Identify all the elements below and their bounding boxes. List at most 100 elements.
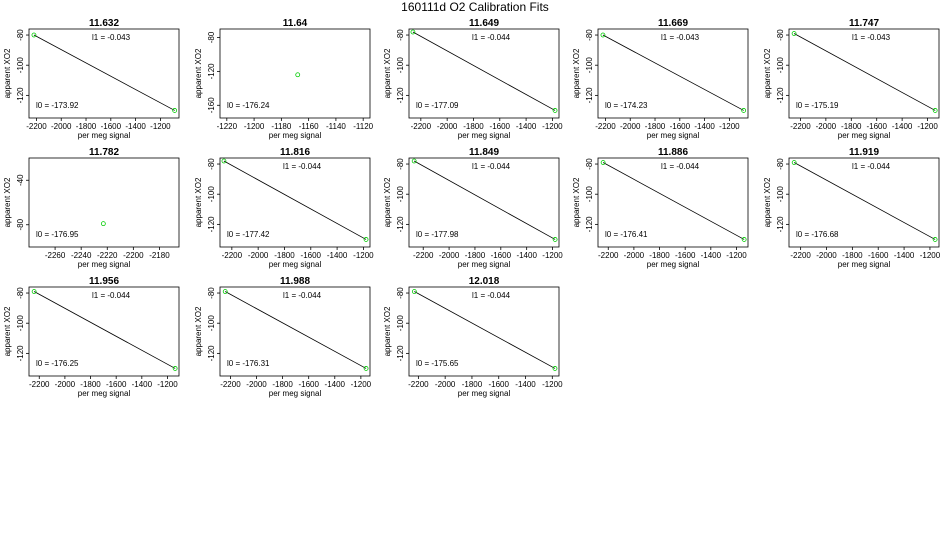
x-axis-label: per meg signal	[647, 260, 700, 269]
x-tick-label: -2200	[220, 380, 241, 389]
slope-annotation: l1 = -0.043	[852, 33, 891, 42]
x-tick-label: -2000	[620, 122, 641, 131]
plot-frame	[408, 286, 560, 377]
panel-9: 11.919 -2200 -2000 -1800 -1600 -1400 -1200 per …	[763, 147, 941, 269]
x-tick-label: -1200	[542, 251, 563, 260]
y-axis-label: apparent XO2	[572, 177, 581, 227]
plot-frame	[408, 28, 560, 119]
x-tick-label: -2000	[55, 380, 76, 389]
x-tick-label: -2200	[411, 122, 432, 131]
y-tick-label: -120	[776, 216, 785, 233]
panel-title: 11.849	[469, 147, 499, 158]
intercept-annotation: l0 = -174.23	[605, 101, 648, 110]
x-tick-label: -1800	[272, 380, 293, 389]
panel-8: 11.886 -2200 -2000 -1800 -1600 -1400 -1200 per …	[572, 147, 749, 269]
y-tick-label: -80	[396, 287, 405, 299]
x-tick-label: -1200	[353, 251, 374, 260]
y-tick-label: -120	[207, 216, 216, 233]
y-tick-label: -80	[585, 158, 594, 170]
y-tick-label: -80	[16, 29, 25, 41]
intercept-annotation: l0 = -173.92	[36, 101, 79, 110]
x-tick-label: -1400	[516, 251, 537, 260]
data-point	[411, 289, 417, 294]
fit-line	[225, 291, 367, 369]
slope-annotation: l1 = -0.044	[472, 33, 511, 42]
slope-annotation: l1 = -0.044	[283, 291, 322, 300]
plot-frame	[219, 157, 371, 248]
x-tick-label: -1200	[244, 122, 265, 131]
x-axis-label: per meg signal	[458, 260, 511, 269]
data-point	[552, 237, 558, 242]
x-tick-label: -1200	[917, 122, 938, 131]
page-title: 160111d O2 Calibration Fits	[401, 0, 549, 14]
x-tick-label: -1400	[894, 251, 915, 260]
panel-title: 11.956	[89, 276, 119, 287]
panel-title: 11.816	[280, 147, 310, 158]
panel-title: 12.018	[469, 276, 500, 287]
x-tick-label: -1200	[150, 122, 171, 131]
slope-annotation: l1 = -0.044	[472, 162, 511, 171]
slope-annotation: l1 = -0.043	[661, 33, 700, 42]
data-point	[31, 289, 37, 294]
fit-line	[412, 31, 556, 111]
panel-6: 11.816 -2200 -2000 -1800 -1600 -1400 -1200 per …	[194, 147, 374, 269]
x-tick-label: -1400	[325, 380, 346, 389]
x-tick-label: -1600	[488, 380, 509, 389]
x-axis-label: per meg signal	[78, 131, 131, 140]
x-tick-label: -1400	[515, 380, 536, 389]
x-tick-label: -1200	[719, 122, 740, 131]
panel-title: 11.782	[89, 147, 119, 158]
y-tick-label: -80	[207, 287, 216, 299]
fit-line	[793, 33, 936, 111]
x-tick-label: -1220	[217, 122, 238, 131]
plot-frame	[597, 28, 749, 119]
x-tick-label: -1600	[101, 122, 122, 131]
fit-line	[33, 34, 175, 111]
y-tick-label: -100	[776, 57, 785, 74]
x-tick-label: -2200	[598, 251, 619, 260]
y-axis-label: apparent XO2	[194, 177, 203, 227]
y-axis-label: apparent XO2	[194, 306, 203, 356]
fit-line	[602, 34, 744, 111]
x-tick-label: -2000	[816, 251, 837, 260]
fit-line	[414, 291, 556, 369]
x-tick-label: -2200	[408, 380, 429, 389]
y-tick-label: -80	[396, 158, 405, 170]
x-tick-label: -1140	[326, 122, 346, 131]
intercept-annotation: l0 = -177.42	[227, 230, 270, 239]
y-axis-label: apparent XO2	[3, 177, 12, 227]
x-tick-label: -1600	[106, 380, 127, 389]
fit-line	[602, 162, 745, 240]
x-tick-label: -1400	[327, 251, 348, 260]
y-tick-label: -80	[585, 29, 594, 41]
data-point	[741, 108, 747, 113]
y-tick-label: -100	[776, 186, 785, 203]
panel-3: 11.669 -2200 -2000 -1800 -1600 -1400 -1200 per …	[572, 18, 749, 140]
x-tick-label: -1200	[157, 380, 178, 389]
panel-2: 11.649 -2200 -2000 -1800 -1600 -1400 -1200 per …	[383, 18, 563, 140]
data-point	[363, 366, 369, 371]
y-tick-label: -120	[585, 216, 594, 233]
panel-title: 11.747	[849, 18, 879, 29]
data-point	[600, 32, 606, 38]
x-tick-label: -1600	[868, 251, 889, 260]
y-tick-label: -100	[585, 186, 594, 203]
panel-title: 11.649	[469, 18, 499, 29]
y-tick-label: -80	[776, 158, 785, 170]
y-tick-label: -120	[585, 87, 594, 104]
y-axis-label: apparent XO2	[383, 177, 392, 227]
x-tick-label: -2000	[816, 122, 837, 131]
panel-5: 11.782 -2260 -2240 -2220 -2200 -2180 per meg s…	[3, 147, 180, 269]
x-tick-label: -1400	[892, 122, 913, 131]
data-point	[100, 221, 106, 227]
y-axis-label: apparent XO2	[763, 48, 772, 98]
x-tick-label: -1160	[299, 122, 319, 131]
data-point	[172, 366, 178, 371]
y-tick-label: -100	[16, 315, 25, 332]
y-axis-label: apparent XO2	[194, 48, 203, 98]
y-tick-label: -120	[396, 345, 405, 362]
x-tick-label: -2200	[29, 380, 50, 389]
data-point	[600, 160, 606, 165]
x-tick-label: -2200	[123, 251, 144, 260]
panel-title: 11.669	[658, 18, 688, 29]
